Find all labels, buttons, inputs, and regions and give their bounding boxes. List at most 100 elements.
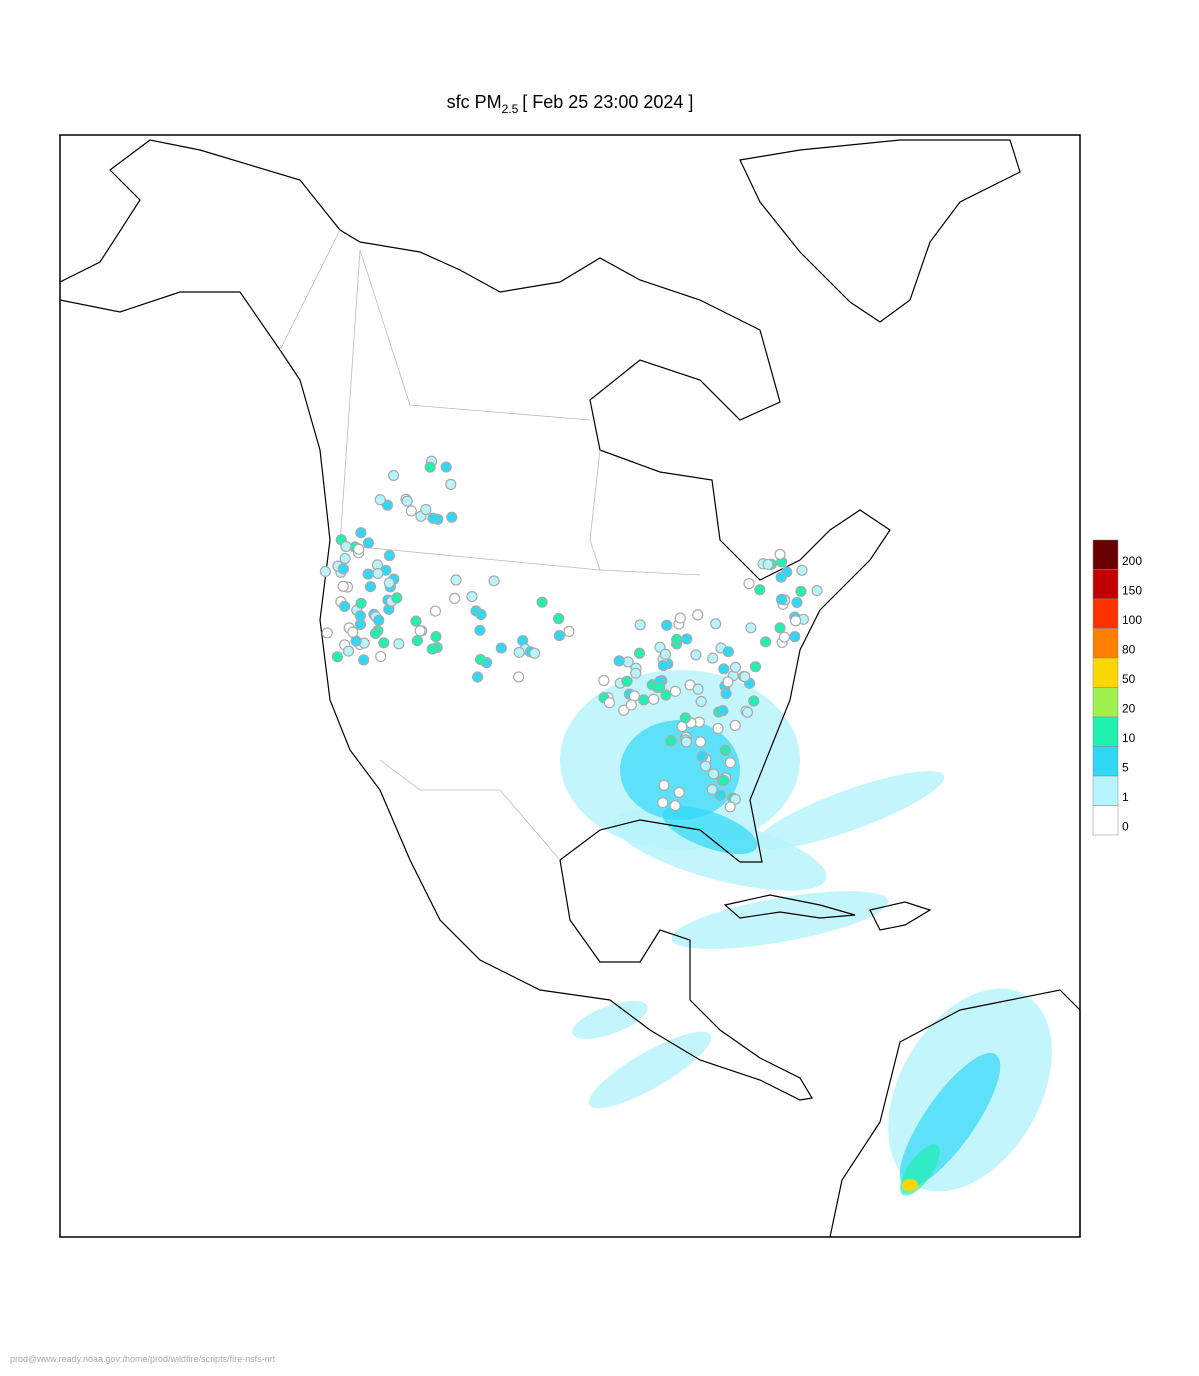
station-dot	[680, 736, 693, 748]
station-dot	[339, 600, 351, 613]
station-dot	[613, 655, 625, 667]
station-dot	[355, 597, 367, 609]
station-dot	[653, 681, 666, 693]
colorbar-swatch	[1092, 628, 1119, 659]
station-dot	[795, 585, 807, 597]
coastline	[723, 894, 856, 919]
plume	[588, 1031, 712, 1109]
station-dot	[722, 676, 734, 688]
station-dot	[679, 712, 691, 724]
station-dot	[774, 622, 786, 634]
station-dot	[729, 661, 742, 673]
station-dot	[426, 643, 438, 655]
station-dot	[331, 651, 344, 663]
station-dot	[424, 461, 436, 473]
station-dot	[474, 624, 486, 636]
colorbar-label: 20	[1122, 702, 1136, 716]
station-dot	[375, 650, 387, 663]
station-dot	[657, 797, 669, 809]
station-dot	[796, 564, 808, 576]
station-dot	[673, 786, 685, 799]
station-dot	[718, 663, 730, 675]
station-dot	[420, 503, 432, 516]
station-dot	[696, 750, 709, 762]
border	[279, 229, 701, 861]
station-dot	[669, 685, 682, 697]
station-dot	[789, 631, 801, 643]
station-dot	[671, 633, 683, 646]
station-dot	[729, 793, 741, 805]
station-dot	[778, 631, 790, 643]
station-dot	[661, 619, 673, 631]
station-dot	[321, 627, 333, 639]
station-dot	[660, 689, 672, 701]
station-dot	[748, 695, 760, 707]
station-dot	[692, 609, 704, 621]
station-dot	[410, 615, 422, 627]
colorbar-label: 50	[1122, 672, 1136, 686]
station-dot	[393, 638, 405, 650]
footer-path: prod@www.ready.noaa.gov:/home/prod/wildf…	[10, 1354, 276, 1364]
station-dot	[450, 574, 462, 586]
station-dot	[674, 612, 686, 624]
colorbar-swatch	[1092, 657, 1119, 688]
station-dot	[340, 540, 352, 553]
station-dot	[529, 647, 541, 659]
station-dot	[665, 735, 677, 747]
station-dot	[720, 687, 732, 700]
colorbar-label: 200	[1122, 554, 1142, 568]
station-dot	[474, 653, 487, 666]
station-dot	[319, 565, 332, 578]
title-subscript: 2.5	[502, 102, 519, 116]
station-dot	[372, 567, 384, 580]
station-dot	[658, 779, 670, 791]
station-dot	[724, 757, 736, 769]
station-dot	[648, 693, 660, 705]
station-dot	[475, 608, 487, 621]
station-dot	[536, 596, 548, 608]
station-dot	[347, 626, 359, 638]
station-dot	[681, 633, 693, 645]
station-dot	[707, 652, 719, 664]
colorbar-swatch	[1092, 716, 1119, 747]
borders	[279, 229, 701, 861]
coastline	[59, 139, 891, 1101]
colorbar-label: 10	[1122, 731, 1136, 745]
station-dot	[774, 548, 786, 560]
station-dot	[724, 801, 736, 813]
station-dot	[411, 635, 423, 647]
title-text: sfc PM	[447, 92, 502, 112]
station-dot	[488, 575, 500, 587]
station-dot	[446, 511, 458, 523]
station-dot	[712, 722, 724, 735]
colorbar-swatch	[1092, 687, 1119, 718]
station-dot	[741, 706, 754, 718]
station-dot	[621, 675, 633, 687]
station-dot	[414, 625, 426, 637]
station-dot	[405, 505, 417, 517]
station-dot	[776, 593, 788, 605]
station-dot	[722, 646, 734, 658]
coastline	[869, 901, 932, 931]
station-dot	[719, 744, 731, 756]
station-dot	[739, 670, 751, 683]
station-dot	[466, 590, 478, 603]
station-dot	[603, 697, 616, 709]
plume	[572, 1001, 648, 1039]
title-date: [ Feb 25 23:00 2024 ]	[522, 92, 693, 112]
station-dot	[339, 552, 351, 565]
station-dot	[700, 760, 712, 772]
coastline	[739, 139, 1021, 323]
station-dot	[745, 622, 757, 634]
station-dot	[598, 674, 610, 687]
station-dot	[378, 637, 390, 649]
station-dot	[811, 584, 823, 597]
station-dot	[449, 592, 461, 604]
smoke-plumes	[560, 670, 1052, 1196]
station-dot	[690, 649, 702, 661]
station-dot	[364, 581, 377, 593]
plume	[902, 1179, 918, 1191]
station-dot	[337, 563, 349, 575]
